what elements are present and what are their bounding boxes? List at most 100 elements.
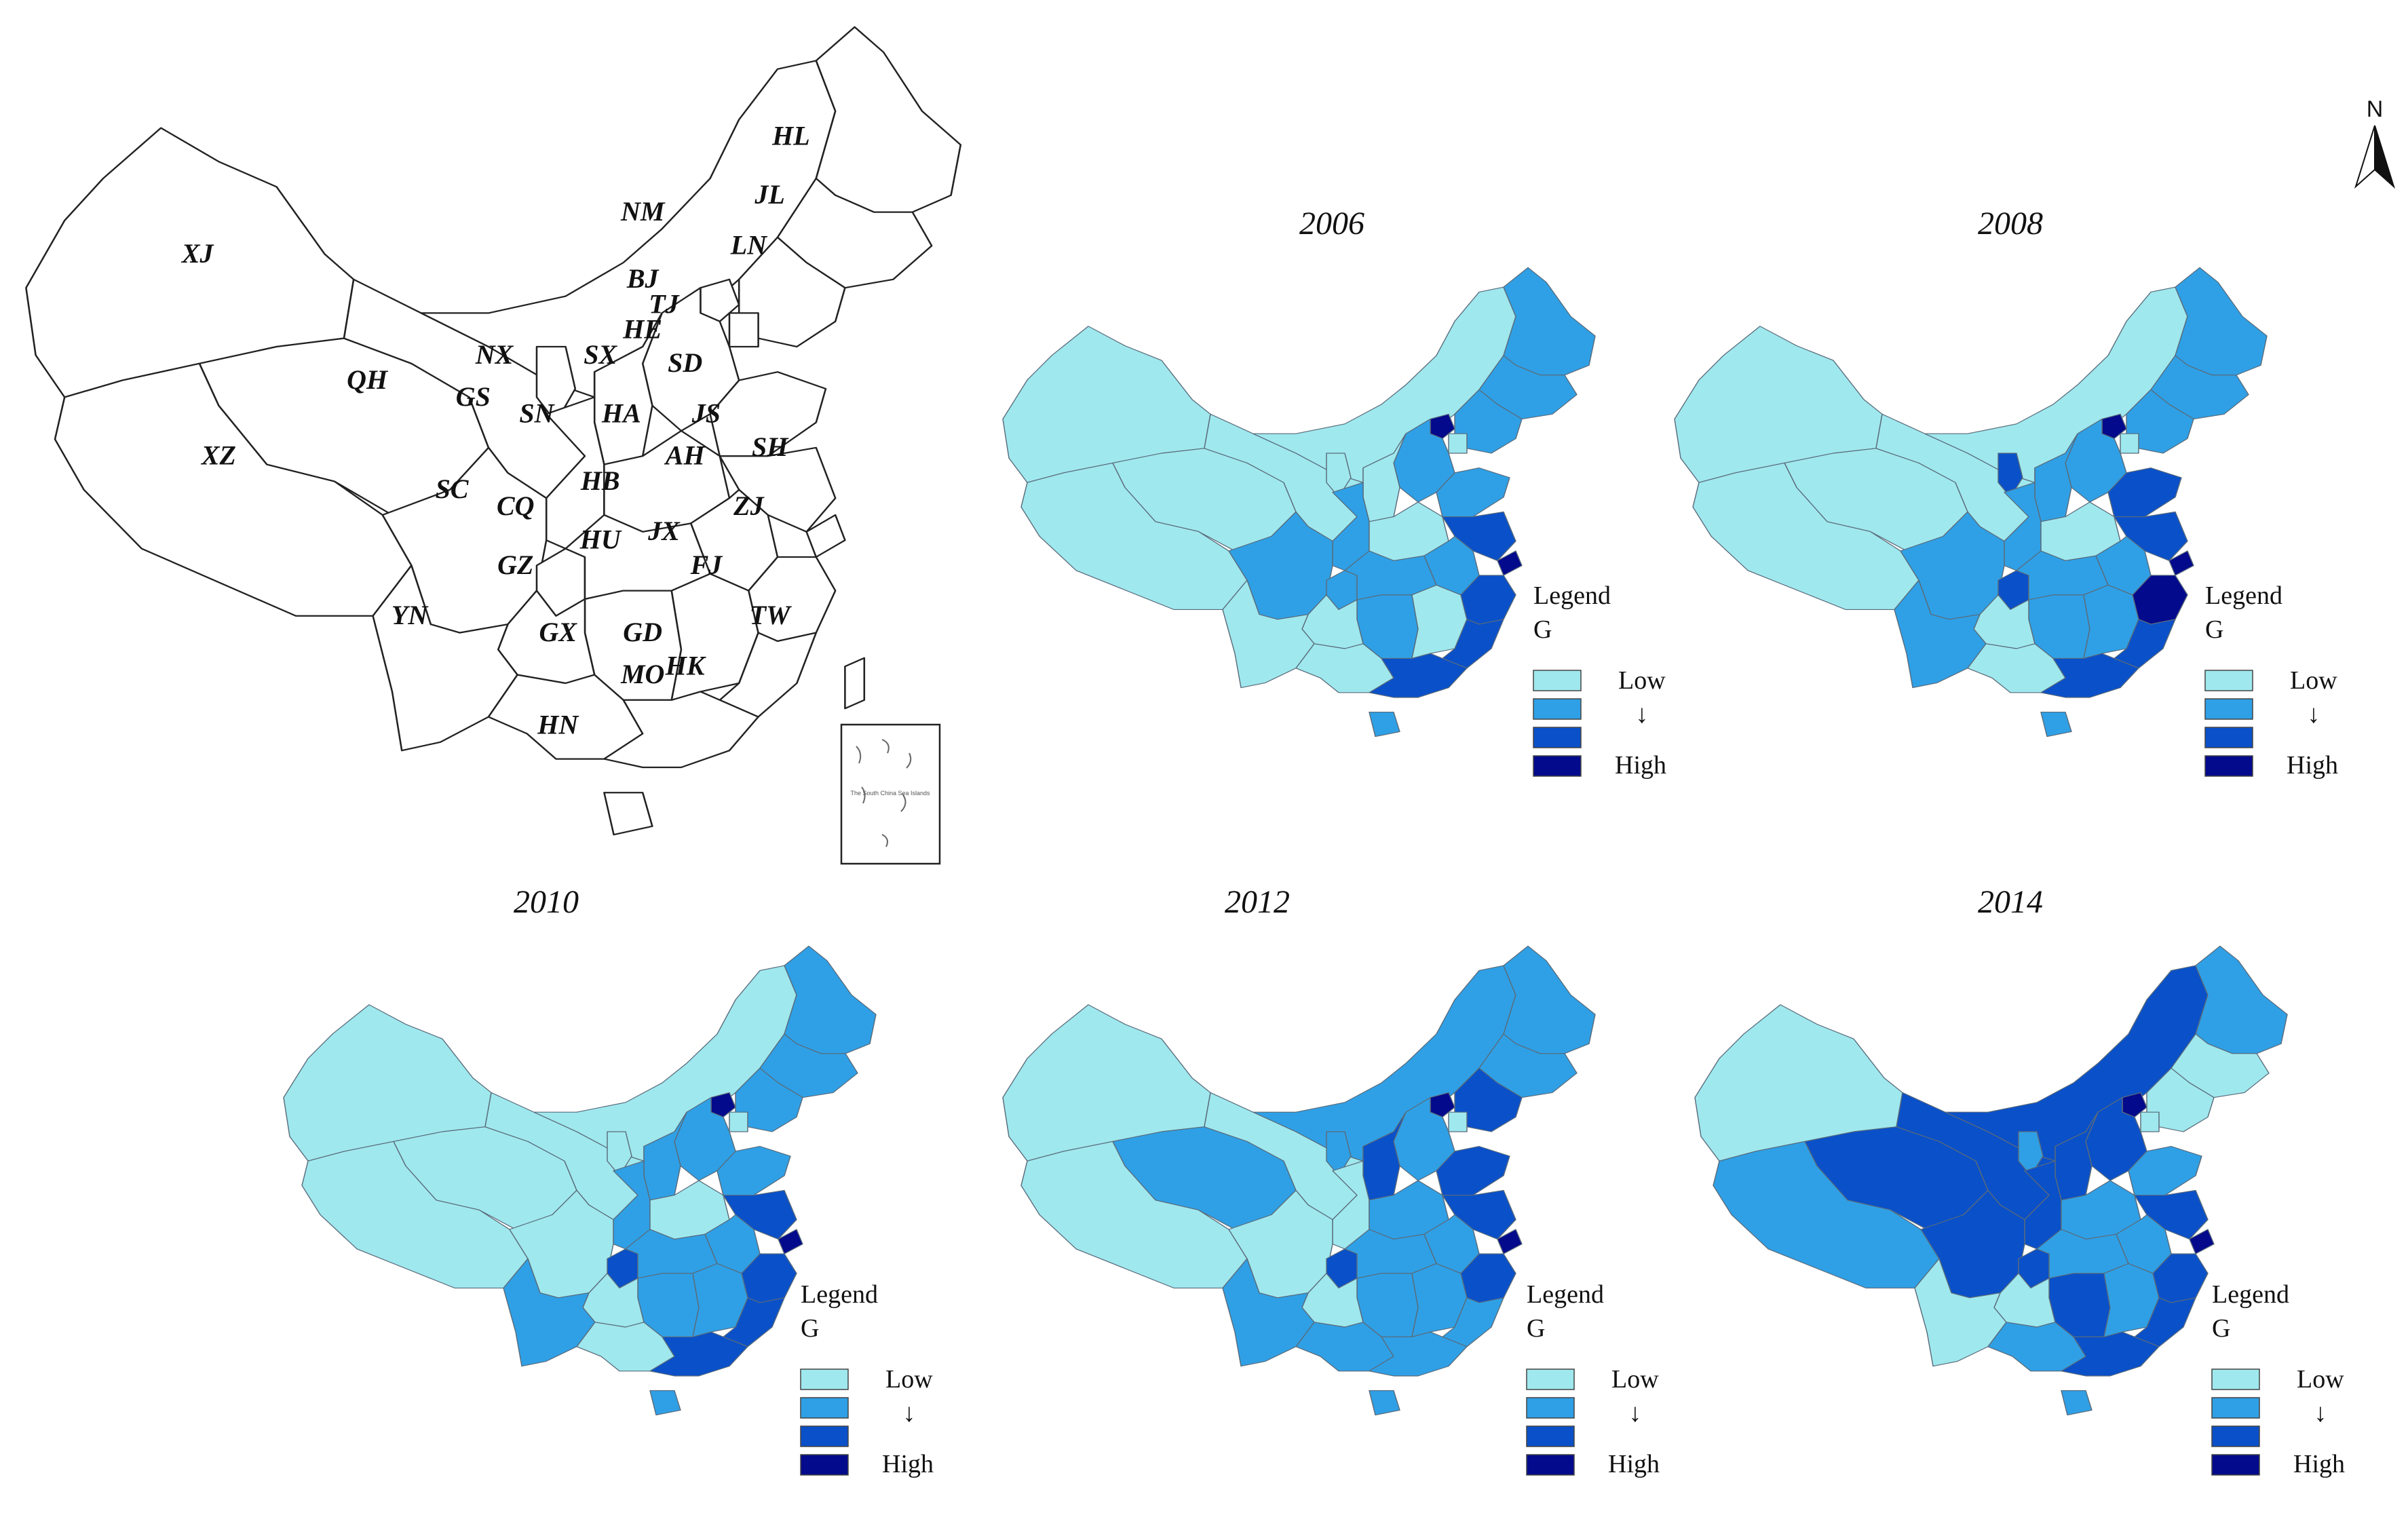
south-china-sea-inset: The South China Sea Islands xyxy=(840,723,941,865)
ref-label-sh: SH xyxy=(752,432,789,462)
legend: Legend G Low ↓ High xyxy=(1526,1280,1660,1478)
province-sh xyxy=(778,1229,803,1255)
ref-label-ha: HA xyxy=(601,398,641,429)
legend: Legend G Low ↓ High xyxy=(2204,581,2338,780)
province-tj xyxy=(2140,1111,2160,1132)
province-ln xyxy=(1454,389,1523,454)
legend-swatch-3 xyxy=(800,1425,849,1447)
legend-low-label: Low xyxy=(2290,666,2337,695)
ref-label-yn: YN xyxy=(391,600,429,630)
panel-map xyxy=(1002,267,1596,738)
legend-arrow: ↓ xyxy=(2314,1399,2327,1428)
ref-province-tj xyxy=(728,312,759,348)
province-yn xyxy=(1894,579,1987,689)
panel-map xyxy=(1002,945,1596,1416)
ref-province-gd xyxy=(603,691,759,769)
province-nx xyxy=(1326,453,1352,498)
legend-variable: G xyxy=(1533,615,1552,644)
province-hn xyxy=(649,1390,681,1416)
legend-swatch-1 xyxy=(800,1368,849,1390)
ref-label-nm: NM xyxy=(620,196,666,227)
province-sh xyxy=(1497,550,1523,576)
ref-province-hl xyxy=(815,26,962,213)
province-ln xyxy=(2126,389,2194,454)
province-nx xyxy=(1326,1131,1352,1176)
ref-province-yn xyxy=(372,564,518,752)
ref-label-ah: AH xyxy=(664,440,706,471)
panel-year-title: 2010 xyxy=(514,884,579,920)
legend-variable: G xyxy=(2205,615,2223,644)
legend-swatch-2 xyxy=(2204,698,2253,720)
province-sh xyxy=(2168,550,2194,576)
panel-map xyxy=(1694,945,2288,1416)
province-yn xyxy=(1914,1258,2007,1367)
province-yn xyxy=(1222,579,1315,689)
legend-arrow: ↓ xyxy=(1629,1399,1642,1428)
ref-label-cq: CQ xyxy=(497,491,535,521)
legend: Legend G Low ↓ High xyxy=(2211,1280,2345,1478)
ref-label-hn: HN xyxy=(537,709,579,740)
ref-label-zj: ZJ xyxy=(733,491,765,521)
reference-map xyxy=(25,26,962,836)
ref-label-jx: JX xyxy=(647,516,681,546)
ref-label-mo: MO xyxy=(620,659,664,689)
panel-map xyxy=(1674,267,2268,738)
legend-swatch-3 xyxy=(1526,1425,1575,1447)
ref-label-gx: GX xyxy=(539,617,577,647)
legend-high-label: High xyxy=(2287,751,2338,780)
legend-swatch-2 xyxy=(1526,1397,1575,1419)
province-nx xyxy=(607,1131,632,1176)
province-ln xyxy=(735,1067,803,1132)
ref-label-tj: TJ xyxy=(649,288,680,319)
legend-swatch-4 xyxy=(1533,755,1582,777)
legend-low-label: Low xyxy=(2297,1365,2344,1394)
legend-low-label: Low xyxy=(1611,1365,1659,1394)
ref-province-hn xyxy=(603,792,653,836)
ref-label-xj: XJ xyxy=(180,238,215,269)
legend-title: Legend xyxy=(1527,1280,1604,1309)
ref-label-sd: SD xyxy=(668,347,702,378)
panel-2010: 2010 Legend G Low ↓ High xyxy=(283,884,934,1478)
year-panels: 2006LegendGLow↓High2008LegendGLow↓High20… xyxy=(283,206,2345,1478)
ref-label-sn: SN xyxy=(519,398,555,429)
legend: Legend G Low ↓ High xyxy=(1533,581,1666,780)
province-hl xyxy=(784,945,877,1054)
panel-2006: 2006 Legend G Low ↓ High xyxy=(1002,206,1666,780)
legend-swatch-1 xyxy=(2204,670,2253,691)
legend-arrow: ↓ xyxy=(2308,700,2320,729)
legend-swatch-2 xyxy=(2211,1397,2260,1419)
province-gd xyxy=(1369,653,1468,698)
legend-swatch-4 xyxy=(1526,1454,1575,1476)
legend-low-label: Low xyxy=(1618,666,1666,695)
ref-label-sc: SC xyxy=(436,474,470,504)
ref-label-ln: LN xyxy=(730,230,768,261)
ref-label-sx: SX xyxy=(584,339,617,370)
panel-2012: 2012 Legend G Low ↓ High xyxy=(1002,884,1660,1478)
ref-label-nx: NX xyxy=(475,339,514,370)
ref-label-xz: XZ xyxy=(200,440,236,471)
ref-label-gz: GZ xyxy=(497,550,533,580)
province-sh xyxy=(1497,1229,1523,1255)
province-ln xyxy=(2146,1067,2215,1132)
ref-label-hu: HU xyxy=(579,524,622,555)
ref-label-fj: FJ xyxy=(690,550,724,580)
ref-label-jl: JL xyxy=(754,179,784,210)
north-arrow-label: N xyxy=(2367,96,2384,122)
ref-province-sh xyxy=(805,514,846,558)
province-gd xyxy=(649,1331,748,1377)
legend-swatch-4 xyxy=(2211,1454,2260,1476)
province-sh xyxy=(2189,1229,2215,1255)
ref-label-hl: HL xyxy=(771,120,810,151)
province-yn xyxy=(503,1258,596,1367)
legend-swatch-2 xyxy=(800,1397,849,1419)
province-hn xyxy=(1369,712,1400,738)
panel-2008: 2008 Legend G Low ↓ High xyxy=(1674,206,2338,780)
legend-title: Legend xyxy=(801,1280,878,1309)
legend-title: Legend xyxy=(2212,1280,2289,1309)
legend: Legend G Low ↓ High xyxy=(800,1280,934,1478)
province-hn xyxy=(2040,712,2072,738)
legend-variable: G xyxy=(2212,1314,2230,1343)
panel-year-title: 2006 xyxy=(1299,206,1364,242)
inset-caption: The South China Sea Islands xyxy=(850,790,930,797)
